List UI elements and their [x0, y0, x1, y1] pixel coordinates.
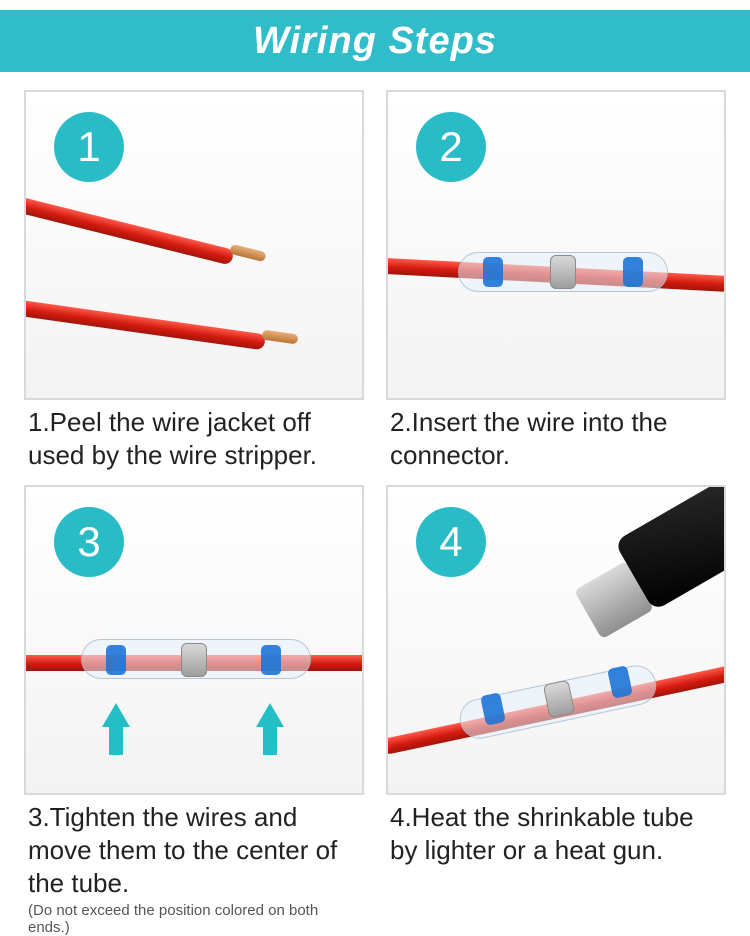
step-1-caption: 1.Peel the wire jacket off used by the w…: [24, 400, 364, 473]
step-number: 2: [439, 123, 462, 171]
step-3-caption: 3.Tighten the wires and move them to the…: [24, 795, 364, 901]
glue-ring: [106, 645, 126, 675]
arrow-up-icon: [256, 703, 284, 727]
glue-ring: [483, 257, 503, 287]
page-title: Wiring Steps: [253, 20, 497, 63]
step-4-caption: 4.Heat the shrinkable tube by lighter or…: [386, 795, 726, 868]
wire: [24, 300, 266, 351]
glue-ring: [623, 257, 643, 287]
arrow-up-icon: [102, 703, 130, 727]
step-number: 1: [77, 123, 100, 171]
page-header: Wiring Steps: [0, 10, 750, 72]
step-number: 4: [439, 518, 462, 566]
solder-ring: [181, 643, 207, 677]
solder-ring: [550, 255, 576, 289]
step-3-note: (Do not exceed the position colored on b…: [24, 900, 364, 936]
copper-tip: [261, 330, 298, 345]
arrow-stem: [109, 725, 123, 755]
copper-tip: [229, 244, 266, 262]
step-3-photo: 3: [24, 485, 364, 795]
arrow-stem: [263, 725, 277, 755]
step-4-photo: 4: [386, 485, 726, 795]
step-4: 4 4.Heat the shrinkable tube by lighter …: [386, 485, 726, 936]
step-2: 2 2.Insert the wire into the connector.: [386, 90, 726, 473]
step-2-caption: 2.Insert the wire into the connector.: [386, 400, 726, 473]
step-number: 3: [77, 518, 100, 566]
steps-grid: 1 1.Peel the wire jacket off used by the…: [0, 72, 750, 936]
step-3: 3 3.Tighten the wires and move them to t…: [24, 485, 364, 936]
step-1-photo: 1: [24, 90, 364, 400]
step-badge-1: 1: [54, 112, 124, 182]
step-1: 1 1.Peel the wire jacket off used by the…: [24, 90, 364, 473]
glue-ring: [261, 645, 281, 675]
step-badge-4: 4: [416, 507, 486, 577]
step-badge-3: 3: [54, 507, 124, 577]
step-2-photo: 2: [386, 90, 726, 400]
step-badge-2: 2: [416, 112, 486, 182]
wire: [24, 194, 235, 265]
